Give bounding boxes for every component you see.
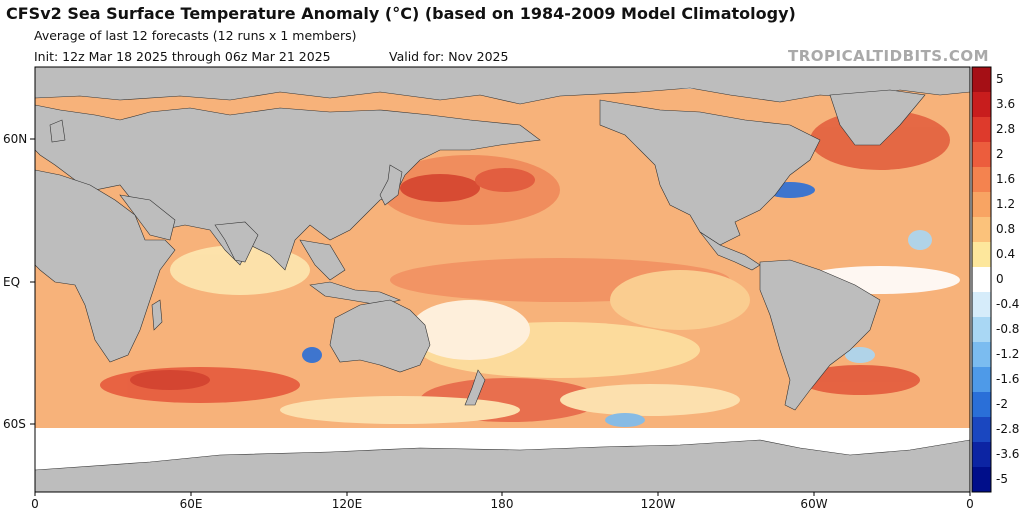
north-america [599, 99, 821, 246]
colorbar-swatch [972, 417, 991, 443]
lon-label-60e: 60E [179, 497, 203, 511]
colorbar-label: -5 [996, 471, 1008, 486]
colorbar-swatch [972, 442, 991, 468]
colorbar-label: 0.8 [996, 221, 1016, 236]
india [214, 221, 259, 263]
axis-ticks [30, 138, 971, 496]
colorbar-label: 3.6 [996, 96, 1016, 111]
madagascar [151, 299, 163, 331]
colorbar-label: 0.4 [996, 246, 1016, 261]
init-time: Init: 12z Mar 18 2025 through 06z Mar 21… [34, 49, 331, 64]
colorbar-swatch [972, 317, 991, 343]
valid-date: Valid for: Nov 2025 [389, 49, 509, 64]
colorbar-label: -1.2 [996, 346, 1020, 361]
colorbar-label: -3.6 [996, 446, 1020, 461]
colorbar-swatch [972, 117, 991, 143]
colorbar-swatch [972, 242, 991, 268]
lon-label-120e: 120E [331, 497, 363, 511]
africa [35, 169, 176, 363]
map-title: CFSv2 Sea Surface Temperature Anomaly (°… [6, 4, 796, 23]
colorbar [971, 66, 992, 493]
lon-label-0-east: 0 [966, 497, 974, 511]
colorbar-swatch [972, 92, 991, 118]
colorbar-label: -0.8 [996, 321, 1020, 336]
colorbar-swatch [972, 267, 991, 293]
colorbar-swatch [972, 67, 991, 93]
land-masses [35, 67, 970, 492]
lon-label-120w: 120W [640, 497, 676, 511]
colorbar-label: 1.2 [996, 196, 1016, 211]
arabia [119, 194, 176, 241]
lon-label-0: 0 [31, 497, 39, 511]
colorbar-swatch [972, 367, 991, 393]
colorbar-label: -1.6 [996, 371, 1020, 386]
colorbar-label: 0 [996, 271, 1004, 286]
forecast-average-note: Average of last 12 forecasts (12 runs x … [34, 28, 357, 43]
arctic-land [35, 67, 970, 105]
anomaly-patches [100, 110, 960, 427]
colorbar-swatch [972, 192, 991, 218]
greenland [829, 89, 926, 146]
site-watermark: TROPICALTIDBITS.COM [788, 47, 989, 65]
colorbar-swatch [972, 217, 991, 243]
lat-label-60n: 60N [3, 132, 28, 146]
central-america [699, 231, 761, 271]
colorbar-label: 2.8 [996, 121, 1016, 136]
lat-label-60s: 60S [3, 417, 26, 431]
colorbar-label: -0.4 [996, 296, 1020, 311]
colorbar-swatch [972, 167, 991, 193]
new-zealand [464, 369, 486, 406]
lat-label-equator: EQ [3, 275, 21, 289]
british-isles [49, 119, 66, 143]
colorbar-frame [971, 66, 992, 493]
lon-label-180: 180 [490, 497, 514, 511]
colorbar-label: 2 [996, 146, 1004, 161]
southeast-asia [299, 239, 346, 281]
australia [329, 299, 431, 373]
colorbar-swatch [972, 392, 991, 418]
colorbar-swatch [972, 142, 991, 168]
antarctica [35, 439, 970, 492]
colorbar-label: -2 [996, 396, 1008, 411]
indonesia [309, 281, 401, 306]
lon-label-60w: 60W [800, 497, 828, 511]
colorbar-label: 1.6 [996, 171, 1016, 186]
colorbar-swatch [972, 292, 991, 318]
colorbar-swatch [972, 467, 991, 493]
colorbar-label: -2.8 [996, 421, 1020, 436]
colorbar-label: 5 [996, 71, 1004, 86]
south-america [759, 259, 881, 411]
colorbar-swatch [972, 342, 991, 368]
japan [379, 164, 403, 206]
